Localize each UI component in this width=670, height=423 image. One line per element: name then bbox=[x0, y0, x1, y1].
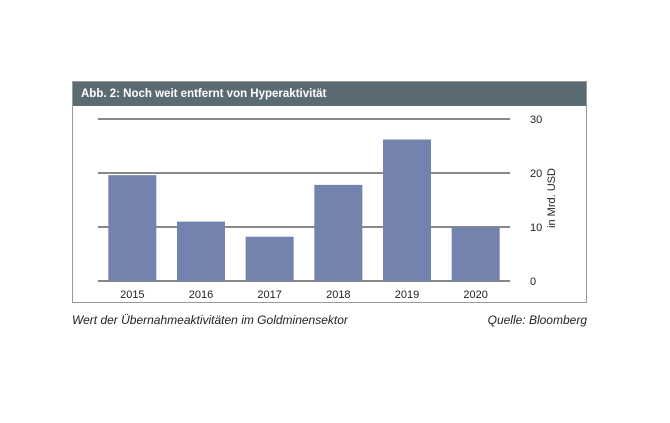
x-tick-label: 2017 bbox=[257, 289, 281, 301]
bar-2019 bbox=[383, 139, 431, 281]
x-tick-label: 2018 bbox=[326, 289, 350, 301]
x-tick-label: 2016 bbox=[189, 289, 213, 301]
bars bbox=[108, 139, 500, 281]
source-caption: Quelle: Bloomberg bbox=[487, 313, 587, 327]
y-tick-label: 30 bbox=[530, 114, 542, 126]
y-tick-label: 10 bbox=[530, 222, 542, 234]
bar-2018 bbox=[314, 184, 363, 281]
x-axis-ticks: 2015 2016 2017 2018 2019 2020 bbox=[120, 289, 488, 301]
chart-caption: Wert der Übernahmeaktivitäten im Goldmin… bbox=[72, 313, 348, 327]
x-tick-label: 2015 bbox=[120, 289, 144, 301]
y-tick-label: 20 bbox=[530, 168, 542, 180]
bar-2015 bbox=[108, 175, 157, 281]
bar-2016 bbox=[177, 221, 225, 281]
x-tick-label: 2020 bbox=[463, 289, 487, 301]
y-tick-label: 0 bbox=[530, 276, 536, 288]
chart-title: Abb. 2: Noch weit entfernt von Hyperakti… bbox=[73, 82, 586, 106]
y-axis-ticks: 0 10 20 30 bbox=[530, 114, 542, 288]
bar-2020 bbox=[451, 227, 500, 281]
x-tick-label: 2019 bbox=[395, 289, 419, 301]
bar-2017 bbox=[245, 236, 294, 281]
y-axis-label: in Mrd. USD bbox=[546, 168, 558, 228]
gridlines bbox=[98, 118, 510, 282]
